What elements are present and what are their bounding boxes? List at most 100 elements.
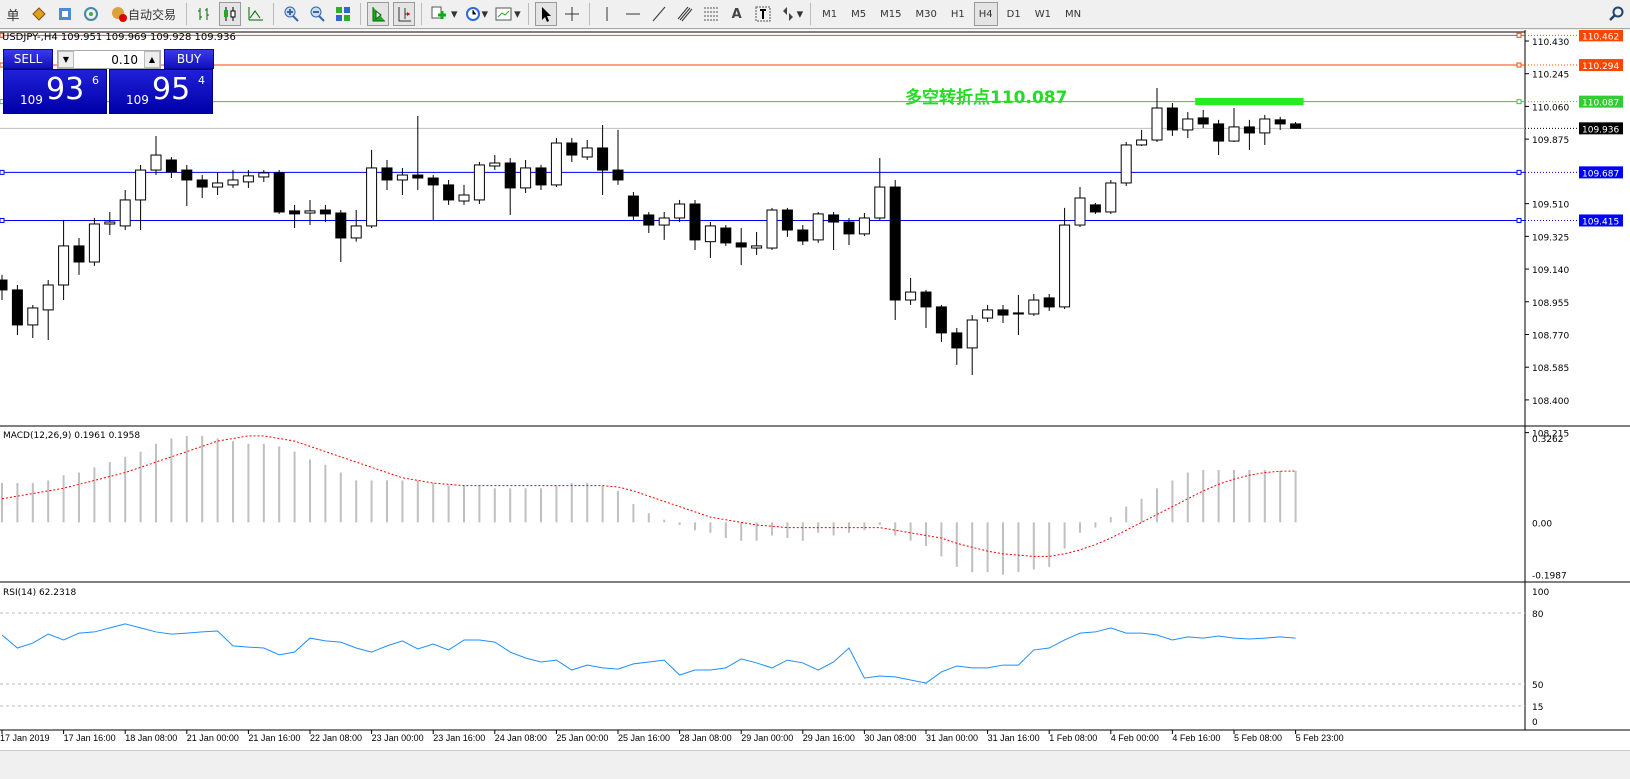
candle-bull bbox=[874, 186, 886, 219]
line-handle bbox=[1516, 32, 1522, 38]
sell-price-big: 109 bbox=[20, 93, 43, 107]
chart-window[interactable]: 110.430 110.245 110.060 109.875 109.510 109.3… bbox=[0, 29, 1630, 750]
sell-price-fraction: 6 bbox=[92, 74, 99, 87]
trendline-icon[interactable] bbox=[648, 2, 670, 26]
divider bbox=[360, 3, 362, 25]
candle-bull bbox=[489, 162, 501, 167]
macd-tick-label: -0.1987 bbox=[1532, 571, 1567, 581]
vertical-line-icon[interactable] bbox=[596, 2, 618, 26]
rsi-tick-label: 100 bbox=[1532, 588, 1549, 598]
candle-bear bbox=[1274, 119, 1286, 125]
text-label-icon[interactable] bbox=[752, 2, 774, 26]
bar-chart-icon[interactable] bbox=[193, 2, 215, 26]
time-label: 21 Jan 16:00 bbox=[248, 733, 300, 743]
lot-decrease-button[interactable]: ▼ bbox=[58, 51, 74, 68]
candle-bear bbox=[889, 186, 901, 301]
candle-bear bbox=[781, 209, 793, 231]
divider bbox=[588, 3, 590, 25]
lot-size-input[interactable]: ▼ 0.10 ▲ bbox=[57, 50, 161, 69]
candle-bull bbox=[242, 175, 254, 183]
time-label: 5 Feb 08:00 bbox=[1234, 733, 1282, 743]
candle-bear bbox=[319, 209, 331, 215]
lot-increase-button[interactable]: ▲ bbox=[144, 51, 160, 68]
price-tick-label: 108.770 bbox=[1532, 331, 1569, 341]
candle-bear bbox=[720, 227, 732, 244]
timeframe-w1[interactable]: W1 bbox=[1034, 8, 1051, 20]
price-label-box bbox=[1579, 95, 1623, 108]
price-tick-label: 108.400 bbox=[1532, 397, 1569, 407]
macd-signal-line bbox=[1, 435, 1296, 557]
text-icon[interactable]: A bbox=[731, 6, 742, 22]
price-tick-label: 109.510 bbox=[1532, 201, 1569, 211]
candle-bull bbox=[674, 203, 686, 219]
sell-price[interactable]: 109 93 6 bbox=[3, 69, 107, 114]
timeframe-m15[interactable]: M15 bbox=[880, 8, 902, 20]
market-watch-icon[interactable] bbox=[28, 2, 50, 26]
rsi-title: RSI(14) 62.2318 bbox=[3, 588, 76, 598]
candle-bear bbox=[1012, 312, 1024, 315]
navigator-icon[interactable] bbox=[54, 2, 76, 26]
timeframe-m5[interactable]: M5 bbox=[851, 8, 867, 20]
candle-bull bbox=[520, 167, 532, 189]
timeframe-h4[interactable]: H4 bbox=[973, 2, 998, 26]
candle-bull bbox=[350, 225, 362, 239]
periods-icon[interactable]: ▾ bbox=[463, 2, 490, 26]
candle-bull bbox=[766, 209, 778, 249]
candlestick-icon[interactable] bbox=[219, 2, 242, 26]
candle-bear bbox=[1290, 123, 1302, 129]
tile-windows-icon[interactable] bbox=[332, 2, 354, 26]
indicators-icon[interactable]: ▾ bbox=[428, 2, 459, 26]
arrows-icon[interactable]: ▾ bbox=[778, 2, 805, 26]
candle-bull bbox=[366, 167, 378, 227]
candle-bull bbox=[1074, 197, 1086, 226]
timeframe-m30[interactable]: M30 bbox=[915, 8, 937, 20]
templates-icon[interactable]: ▾ bbox=[493, 2, 522, 26]
timeframe-mn[interactable]: MN bbox=[1064, 8, 1082, 20]
candle-bear bbox=[289, 210, 301, 215]
zoom-in-icon[interactable] bbox=[280, 2, 302, 26]
candle-bear bbox=[165, 159, 177, 173]
macd-tick-label: 0.3262 bbox=[1532, 435, 1564, 445]
candle-bear bbox=[828, 214, 840, 223]
toolbar-left-glyph[interactable]: 单 bbox=[6, 8, 20, 24]
timeframe-d1[interactable]: D1 bbox=[1006, 8, 1021, 20]
line-handle bbox=[0, 169, 5, 175]
price-tick-label: 109.140 bbox=[1532, 266, 1569, 276]
buy-price[interactable]: 109 95 4 bbox=[109, 69, 213, 114]
equidistant-channel-icon[interactable] bbox=[674, 2, 696, 26]
candle-bull bbox=[150, 154, 162, 171]
buy-button[interactable]: BUY bbox=[164, 49, 214, 69]
price-label: 109.687 bbox=[1582, 169, 1619, 179]
price-label-box bbox=[1579, 122, 1623, 135]
candle-bear bbox=[935, 306, 947, 334]
candle-bull bbox=[1259, 118, 1271, 134]
autotrade-button[interactable]: 自动交易 bbox=[106, 2, 180, 26]
candle-bull bbox=[227, 179, 239, 186]
candle-bull bbox=[396, 174, 408, 181]
toolbar: 单 自动交易 ▾ ▾ ▾ A ▾ M1 M5 M15 M30 H1 H4 D1 W1 MN bbox=[0, 0, 1630, 29]
divider bbox=[527, 3, 529, 25]
crosshair-icon[interactable] bbox=[561, 2, 583, 26]
candle-bull bbox=[966, 319, 978, 349]
sell-button[interactable]: SELL bbox=[3, 49, 53, 69]
signals-icon[interactable] bbox=[80, 2, 102, 26]
search-icon[interactable] bbox=[1606, 2, 1628, 26]
timeframe-h1[interactable]: H1 bbox=[950, 8, 965, 20]
zoom-out-icon[interactable] bbox=[306, 2, 328, 26]
candle-bull bbox=[58, 245, 70, 286]
time-label: 25 Jan 16:00 bbox=[618, 733, 670, 743]
candle-bull bbox=[473, 164, 485, 201]
fibonacci-icon[interactable] bbox=[700, 2, 722, 26]
candle-bear bbox=[1213, 123, 1225, 142]
auto-scroll-icon[interactable] bbox=[367, 2, 390, 26]
line-handle bbox=[1516, 217, 1522, 223]
cursor-icon[interactable] bbox=[534, 2, 557, 26]
chart-canvas[interactable]: 110.430 110.245 110.060 109.875 109.510 109.3… bbox=[0, 29, 1630, 750]
candle-bear bbox=[504, 162, 516, 189]
chart-shift-icon[interactable] bbox=[393, 2, 416, 26]
buy-price-pips: 95 bbox=[152, 72, 191, 107]
line-chart-icon[interactable] bbox=[245, 2, 267, 26]
candle-bull bbox=[1136, 139, 1148, 146]
horizontal-line-icon[interactable] bbox=[622, 2, 644, 26]
timeframe-m1[interactable]: M1 bbox=[822, 8, 838, 20]
